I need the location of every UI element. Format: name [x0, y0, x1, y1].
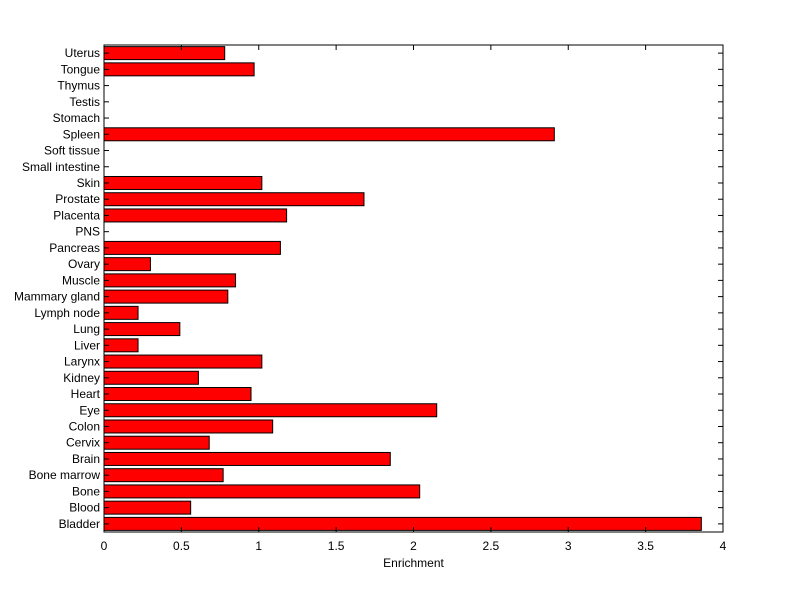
y-axis: Bladder Blood Bone Bone marrow Brain Cervix Co… [14, 46, 723, 531]
bar-mammary-gland [103, 289, 229, 304]
y-tick-label: Liver [74, 338, 100, 352]
y-tick-label: Bone marrow [29, 468, 101, 482]
y-tick-label: Eye [79, 403, 100, 417]
x-tick-label: 1.5 [328, 539, 345, 553]
bar-cervix [103, 435, 210, 450]
y-tick-label: Colon [69, 419, 100, 433]
bar-bone-marrow [103, 468, 224, 483]
bar-prostate [103, 192, 365, 207]
bar-placenta [103, 208, 288, 223]
y-tick-label: Ovary [68, 257, 100, 271]
y-tick-label: Thymus [57, 79, 100, 93]
bar-blood [103, 500, 192, 515]
x-tick-label: 2.5 [483, 539, 500, 553]
y-tick-label: Muscle [62, 273, 100, 287]
y-tick-label: Lung [73, 322, 100, 336]
bar-liver [103, 338, 139, 353]
y-tick-label: Kidney [63, 371, 100, 385]
bar-tongue [103, 62, 255, 77]
bar-eye [103, 403, 438, 418]
x-tick-label: 1 [255, 539, 262, 553]
y-tick-label: Small intestine [22, 160, 100, 174]
bar-skin [103, 175, 263, 190]
y-tick-label: Larynx [64, 355, 100, 369]
bar-ovary [103, 257, 151, 272]
x-tick-label: 2 [410, 539, 417, 553]
y-tick-label: Spleen [63, 127, 100, 141]
bar-kidney [103, 370, 199, 385]
y-tick-label: Bladder [59, 517, 100, 531]
y-tick-label: Lymph node [34, 306, 100, 320]
x-tick-label: 4 [720, 539, 727, 553]
y-tick-label: Cervix [66, 436, 100, 450]
bar-uterus [103, 46, 226, 61]
y-tick-label: Blood [69, 501, 100, 515]
y-tick-label: Pancreas [49, 241, 100, 255]
y-tick-label: Stomach [53, 111, 100, 125]
x-tick-label: 0 [101, 539, 108, 553]
y-tick-label: Uterus [65, 46, 100, 60]
y-tick-label: Mammary gland [14, 290, 100, 304]
bar-larynx [103, 354, 263, 369]
x-tick-label: 3.5 [637, 539, 654, 553]
bar-muscle [103, 273, 237, 288]
y-tick-label: Prostate [55, 192, 100, 206]
y-tick-label: PNS [75, 225, 100, 239]
y-tick-label: Tongue [61, 62, 101, 76]
x-axis: 0 0.5 1 1.5 2 2.5 3 3.5 4 [101, 45, 727, 553]
y-tick-label: Heart [71, 387, 101, 401]
y-tick-label: Bone [72, 484, 100, 498]
bar-bladder [103, 516, 702, 531]
bar-spleen [103, 127, 555, 142]
x-axis-label: Enrichment [383, 556, 444, 570]
y-tick-label: Soft tissue [44, 144, 100, 158]
bar-lymph-node [103, 305, 139, 320]
x-tick-label: 3 [565, 539, 572, 553]
bar-heart [103, 387, 252, 402]
y-tick-label: Testis [69, 95, 100, 109]
x-tick-label: 0.5 [173, 539, 190, 553]
bar-colon [103, 419, 274, 434]
y-tick-label: Skin [77, 176, 100, 190]
y-tick-label: Brain [72, 452, 100, 466]
bar-bone [103, 484, 421, 499]
y-tick-label: Placenta [53, 208, 100, 222]
bar-pancreas [103, 240, 281, 255]
bar-brain [103, 451, 391, 466]
bar-lung [103, 322, 181, 337]
